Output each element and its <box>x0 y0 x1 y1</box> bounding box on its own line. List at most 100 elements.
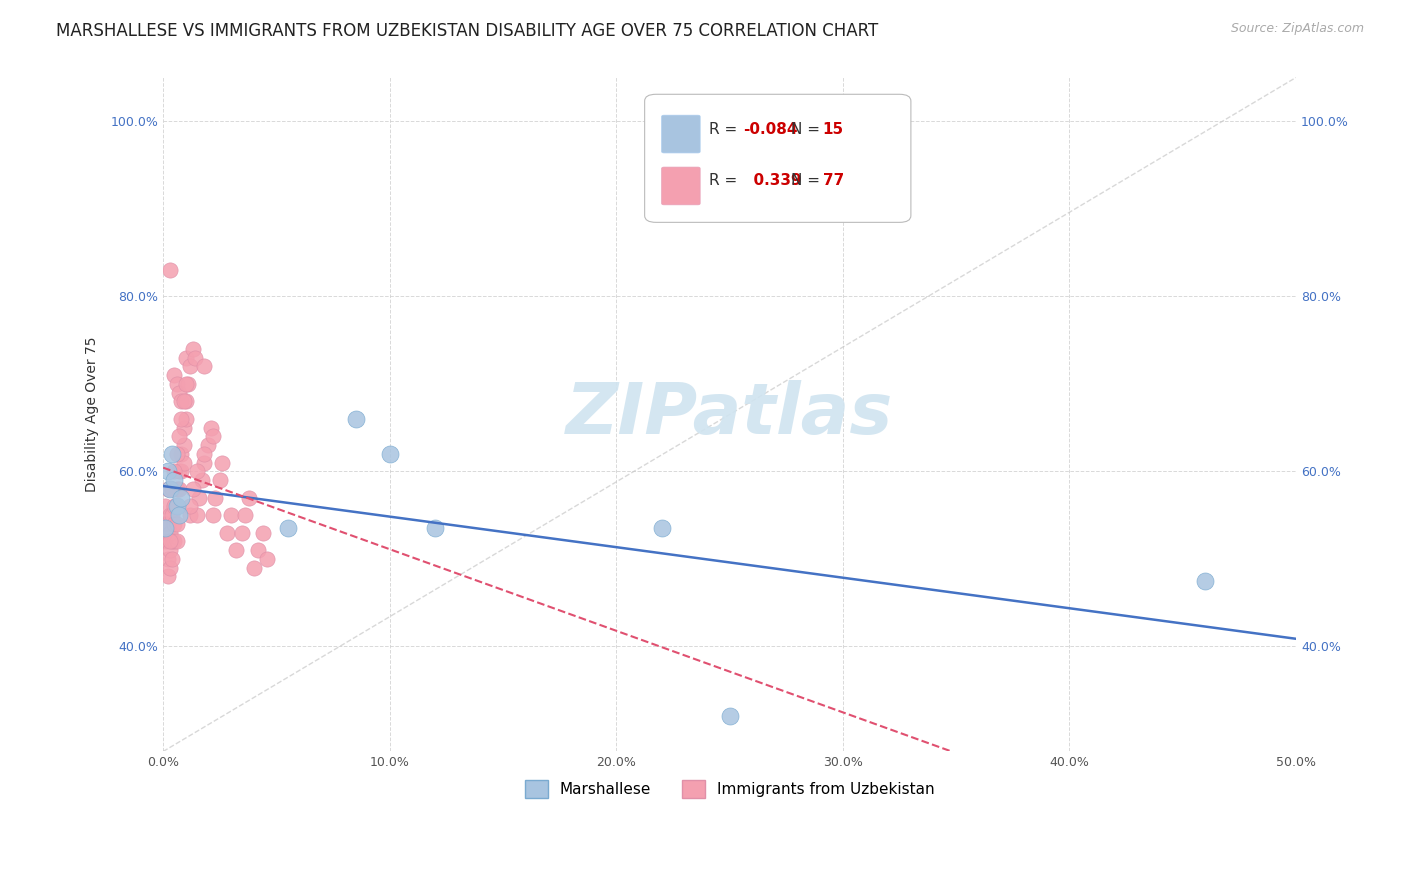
Point <box>159 560 181 574</box>
Point <box>179 359 201 374</box>
Point <box>174 412 197 426</box>
Point <box>156 516 179 531</box>
Point <box>170 394 193 409</box>
Point <box>160 447 183 461</box>
Point <box>188 491 211 505</box>
Legend: Marshallese, Immigrants from Uzbekistan: Marshallese, Immigrants from Uzbekistan <box>519 773 941 805</box>
Point <box>155 534 177 549</box>
Point <box>179 508 201 522</box>
Point <box>193 456 215 470</box>
Point <box>174 376 197 391</box>
Point <box>159 534 181 549</box>
Text: 15: 15 <box>823 122 844 136</box>
Point <box>277 521 299 535</box>
Point <box>231 525 253 540</box>
Point <box>173 394 195 409</box>
Text: R =: R = <box>709 122 742 136</box>
Point <box>166 482 188 496</box>
Point <box>163 473 186 487</box>
Point <box>184 351 207 365</box>
Point <box>181 342 204 356</box>
Y-axis label: Disability Age Over 75: Disability Age Over 75 <box>86 336 100 492</box>
Point <box>179 500 201 514</box>
Text: R =: R = <box>709 173 742 188</box>
Point <box>156 534 179 549</box>
Point <box>163 368 186 382</box>
Point <box>225 543 247 558</box>
Point <box>166 376 188 391</box>
FancyBboxPatch shape <box>662 167 700 205</box>
Point <box>170 491 193 505</box>
Point <box>163 464 186 478</box>
Point <box>160 552 183 566</box>
Point <box>167 429 190 443</box>
Point <box>167 385 190 400</box>
Text: N =: N = <box>790 122 825 136</box>
Point <box>159 543 181 558</box>
Point <box>718 709 741 723</box>
Point <box>344 412 367 426</box>
Point <box>181 482 204 496</box>
Point <box>160 508 183 522</box>
Text: -0.084: -0.084 <box>744 122 797 136</box>
Point <box>163 516 186 531</box>
Point <box>155 500 177 514</box>
Point <box>155 521 177 535</box>
Point <box>651 521 673 535</box>
Point <box>170 464 193 478</box>
Point <box>160 482 183 496</box>
Text: Source: ZipAtlas.com: Source: ZipAtlas.com <box>1230 22 1364 36</box>
Point <box>173 456 195 470</box>
Point <box>186 508 208 522</box>
Point <box>238 491 260 505</box>
Point <box>197 438 219 452</box>
Point <box>1194 574 1216 588</box>
Point <box>167 508 190 522</box>
Text: MARSHALLESE VS IMMIGRANTS FROM UZBEKISTAN DISABILITY AGE OVER 75 CORRELATION CHA: MARSHALLESE VS IMMIGRANTS FROM UZBEKISTA… <box>56 22 879 40</box>
Point <box>155 516 177 531</box>
Point <box>247 543 270 558</box>
FancyBboxPatch shape <box>662 115 700 153</box>
Point <box>174 394 197 409</box>
Point <box>156 482 179 496</box>
Point <box>378 447 401 461</box>
Point <box>159 482 181 496</box>
Point <box>242 560 264 574</box>
Point <box>177 376 200 391</box>
Point <box>174 351 197 365</box>
FancyBboxPatch shape <box>644 95 911 222</box>
Point <box>166 534 188 549</box>
Text: 77: 77 <box>823 173 844 188</box>
Point <box>170 447 193 461</box>
Point <box>166 500 188 514</box>
Point <box>156 569 179 583</box>
Point <box>166 500 188 514</box>
Text: 0.339: 0.339 <box>744 173 801 188</box>
Point <box>204 491 226 505</box>
Point <box>159 508 181 522</box>
Point <box>211 456 233 470</box>
Point <box>156 464 179 478</box>
Point <box>219 508 242 522</box>
Point <box>170 412 193 426</box>
Point <box>156 552 179 566</box>
Point <box>193 447 215 461</box>
Point <box>215 525 238 540</box>
Point <box>160 482 183 496</box>
Text: N =: N = <box>790 173 825 188</box>
Point <box>167 464 190 478</box>
Point <box>252 525 274 540</box>
Point <box>201 429 224 443</box>
Point <box>159 263 181 277</box>
Point <box>186 464 208 478</box>
Point <box>233 508 256 522</box>
Point <box>423 521 446 535</box>
Point <box>173 420 195 434</box>
Point <box>163 534 186 549</box>
Point <box>200 420 222 434</box>
Point <box>193 359 215 374</box>
Point <box>190 473 212 487</box>
Point <box>256 552 278 566</box>
Point <box>173 438 195 452</box>
Point <box>166 447 188 461</box>
